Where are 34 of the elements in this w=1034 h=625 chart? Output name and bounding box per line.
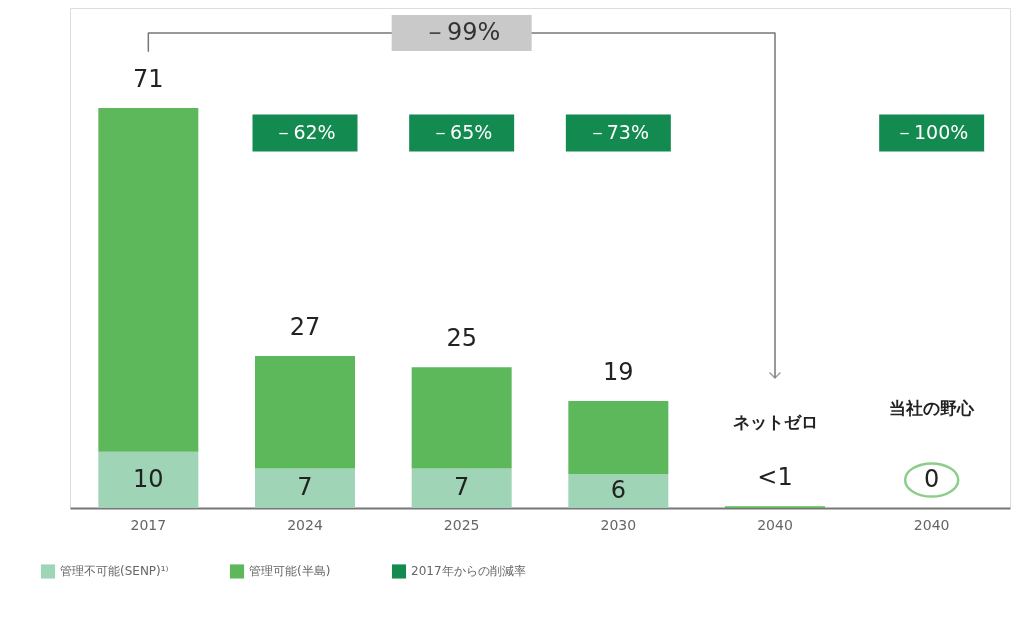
bar (98, 451, 199, 508)
bar (411, 367, 512, 469)
annotation: －62% (274, 121, 336, 143)
data-label: 10 (133, 464, 164, 493)
total-label: 0 (924, 465, 940, 493)
data-label: 7 (454, 473, 470, 502)
annotation: －65% (431, 121, 493, 143)
bar (98, 108, 199, 452)
legend-label: 2017年からの削減率 (411, 564, 526, 579)
legend-label: 管理不可能(SENP)¹⁾ (60, 564, 169, 579)
total-label: 71 (133, 65, 164, 93)
annotation: 当社の野心 (889, 398, 976, 419)
legend-label: 管理可能(半島) (249, 564, 331, 579)
annotation: －100% (895, 121, 969, 143)
annotation: ネットゼロ (732, 412, 818, 433)
x-tick-label: 2024 (287, 516, 323, 533)
text: －99% (422, 18, 501, 46)
bar (568, 400, 669, 475)
x-tick-label: 2025 (443, 516, 480, 533)
x-tick-label: 2030 (600, 516, 637, 533)
annotation: －73% (587, 121, 649, 143)
bar (255, 468, 355, 508)
x-tick-label: 2040 (913, 516, 950, 533)
total-label: 25 (446, 324, 477, 353)
bar (255, 355, 355, 469)
total-label: 27 (289, 312, 321, 341)
data-label: 6 (610, 476, 626, 505)
total-label: <1 (757, 463, 793, 492)
x-tick-label: 2040 (757, 516, 793, 533)
data-label: 7 (297, 473, 313, 502)
x-tick-label: 2017 (130, 516, 167, 533)
bar (568, 474, 669, 508)
total-label: 19 (603, 357, 634, 386)
bar (411, 468, 512, 508)
